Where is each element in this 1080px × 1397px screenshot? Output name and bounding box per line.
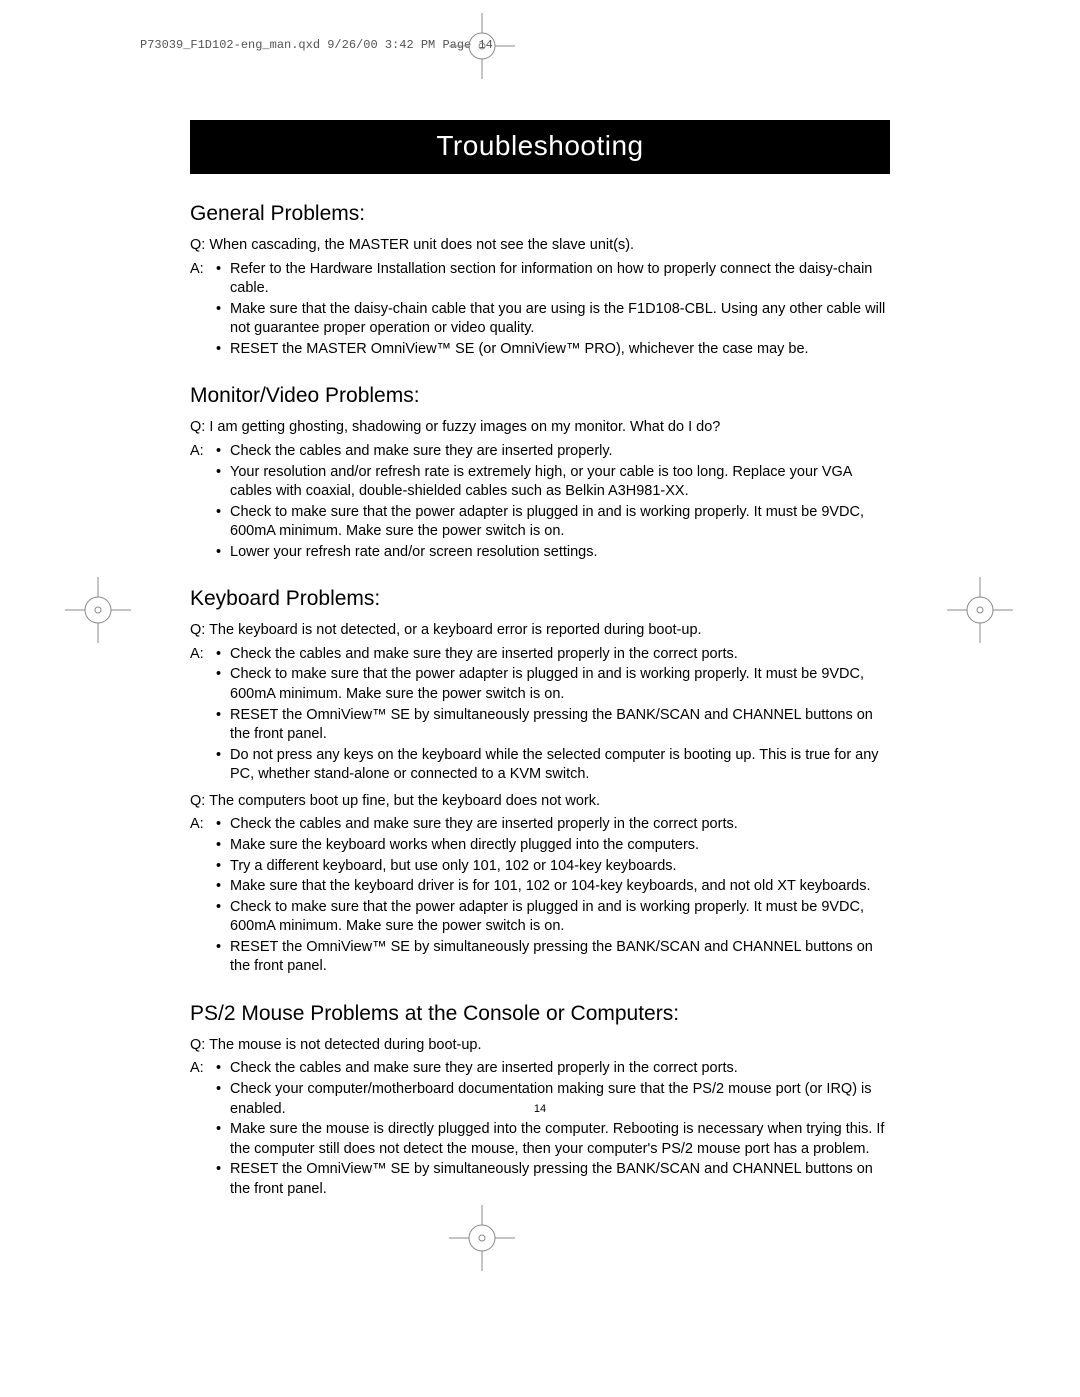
answer-item: Make sure that the daisy-chain cable tha…: [230, 300, 890, 339]
answer-item: Try a different keyboard, but use only 1…: [230, 857, 890, 877]
answer-label: A:: [190, 645, 216, 786]
answer-list: Check the cables and make sure they are …: [216, 1059, 890, 1200]
answer-wrap: A: Check the cables and make sure they ar…: [190, 442, 890, 563]
answer-item: Refer to the Hardware Installation secti…: [230, 260, 890, 299]
qa-block: Q: The keyboard is not detected, or a ke…: [190, 621, 890, 786]
section-heading: General Problems:: [190, 202, 890, 226]
answer-label: A:: [190, 260, 216, 361]
cropmark-top: [482, 46, 483, 47]
answer-item: Check to make sure that the power adapte…: [230, 665, 890, 704]
qa-block: Q: The computers boot up fine, but the k…: [190, 792, 890, 978]
answer-label: A:: [190, 1059, 216, 1200]
answer-list: Check the cables and make sure they are …: [216, 645, 890, 786]
answer-label: A:: [190, 442, 216, 563]
qa-block: Q: The mouse is not detected during boot…: [190, 1036, 890, 1201]
answer-item: Check the cables and make sure they are …: [230, 1059, 890, 1079]
section-heading: Keyboard Problems:: [190, 587, 890, 611]
question-line: Q: When cascading, the MASTER unit does …: [190, 236, 890, 256]
answer-item: Make sure the keyboard works when direct…: [230, 836, 890, 856]
answer-wrap: A: Check the cables and make sure they ar…: [190, 645, 890, 786]
answer-item: Check the cables and make sure they are …: [230, 442, 890, 462]
answer-item: RESET the MASTER OmniView™ SE (or OmniVi…: [230, 340, 890, 360]
answer-item: Check to make sure that the power adapte…: [230, 898, 890, 937]
answer-wrap: A: Check the cables and make sure they ar…: [190, 815, 890, 978]
answer-item: Do not press any keys on the keyboard wh…: [230, 746, 890, 785]
qa-block: Q: When cascading, the MASTER unit does …: [190, 236, 890, 360]
answer-wrap: A: Refer to the Hardware Installation sec…: [190, 260, 890, 361]
cropmark-right: [980, 610, 981, 611]
answer-item: Make sure that the keyboard driver is fo…: [230, 877, 890, 897]
question-line: Q: The computers boot up fine, but the k…: [190, 792, 890, 812]
answer-item: Check to make sure that the power adapte…: [230, 503, 890, 542]
answer-list: Check the cables and make sure they are …: [216, 815, 890, 978]
answer-item: Check the cables and make sure they are …: [230, 645, 890, 665]
answer-item: Make sure the mouse is directly plugged …: [230, 1120, 890, 1159]
answer-item: Check your computer/motherboard document…: [230, 1080, 890, 1119]
question-line: Q: The mouse is not detected during boot…: [190, 1036, 890, 1056]
print-header: P73039_F1D102-eng_man.qxd 9/26/00 3:42 P…: [140, 38, 493, 52]
cropmark-bottom: [482, 1238, 483, 1239]
answer-item: Your resolution and/or refresh rate is e…: [230, 463, 890, 502]
page-title: Troubleshooting: [190, 120, 890, 174]
answer-item: Lower your refresh rate and/or screen re…: [230, 543, 890, 563]
answer-label: A:: [190, 815, 216, 978]
answer-item: RESET the OmniView™ SE by simultaneously…: [230, 938, 890, 977]
page-number: 14: [534, 1103, 546, 1115]
page-content: Troubleshooting General Problems: Q: When…: [190, 120, 890, 1206]
answer-wrap: A: Check the cables and make sure they ar…: [190, 1059, 890, 1200]
qa-block: Q: I am getting ghosting, shadowing or f…: [190, 418, 890, 563]
answer-item: Check the cables and make sure they are …: [230, 815, 890, 835]
answer-item: RESET the OmniView™ SE by simultaneously…: [230, 706, 890, 745]
answer-item: RESET the OmniView™ SE by simultaneously…: [230, 1160, 890, 1199]
answer-list: Refer to the Hardware Installation secti…: [216, 260, 890, 361]
cropmark-left: [98, 610, 99, 611]
question-line: Q: The keyboard is not detected, or a ke…: [190, 621, 890, 641]
section-heading: Monitor/Video Problems:: [190, 384, 890, 408]
question-line: Q: I am getting ghosting, shadowing or f…: [190, 418, 890, 438]
section-heading: PS/2 Mouse Problems at the Console or Co…: [190, 1002, 890, 1026]
answer-list: Check the cables and make sure they are …: [216, 442, 890, 563]
